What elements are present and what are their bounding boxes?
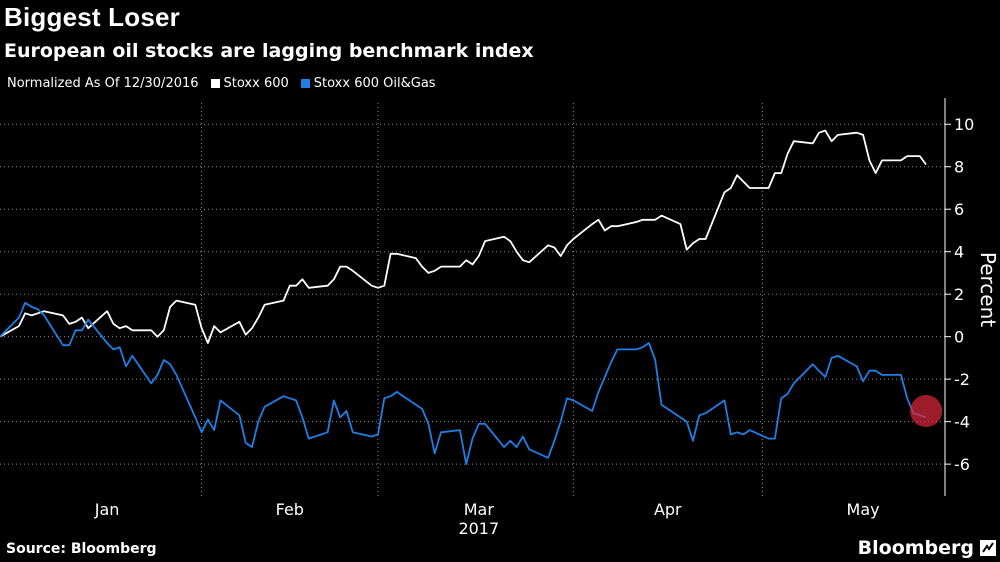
legend-swatch-oil-gas bbox=[300, 79, 310, 88]
legend-swatch-stoxx600 bbox=[210, 79, 220, 88]
y-tick-label: 2 bbox=[954, 285, 964, 304]
chart-title: Biggest Loser bbox=[4, 2, 180, 32]
brand-logo: Bloomberg bbox=[857, 537, 974, 559]
axes: -6 -4 -2 0 2 4 6 8 10 Percent Jan Feb Mar Apr May 2017 bbox=[94, 98, 1000, 538]
legend-entry-oil-gas: Stoxx 600 Oil&Gas bbox=[300, 76, 436, 91]
x-tick-label: Jan bbox=[94, 500, 120, 519]
y-tick-label: 8 bbox=[954, 158, 964, 177]
y-tick-label: 10 bbox=[954, 115, 974, 134]
series-line-oil-gas bbox=[0, 301, 927, 465]
legend-label-oil-gas: Stoxx 600 Oil&Gas bbox=[313, 76, 436, 91]
x-year-label: 2017 bbox=[458, 519, 499, 538]
x-tick-label: Apr bbox=[654, 500, 682, 519]
y-tick-label: -6 bbox=[954, 455, 970, 474]
bloomberg-terminal-icon bbox=[980, 540, 996, 556]
series-line-stoxx600 bbox=[0, 129, 927, 344]
y-tick-label: 0 bbox=[954, 328, 964, 347]
highlight-circle bbox=[910, 395, 943, 428]
y-axis-title: Percent bbox=[976, 252, 1000, 327]
chart-subtitle: European oil stocks are lagging benchmar… bbox=[4, 40, 534, 62]
y-tick-label: -2 bbox=[954, 370, 970, 389]
chart-highlights bbox=[910, 395, 943, 428]
series-lines bbox=[0, 129, 927, 465]
y-tick-label: 4 bbox=[954, 243, 964, 262]
y-tick-label: -4 bbox=[954, 413, 970, 432]
legend: Normalized As Of 12/30/2016 Stoxx 600 St… bbox=[7, 76, 448, 91]
legend-label-stoxx600: Stoxx 600 bbox=[223, 76, 289, 91]
x-tick-label: Feb bbox=[276, 500, 304, 519]
grid-lines bbox=[0, 103, 945, 496]
legend-entry-stoxx600: Stoxx 600 bbox=[210, 76, 289, 91]
x-tick-label: Mar bbox=[464, 500, 495, 519]
source-note: Source: Bloomberg bbox=[6, 541, 157, 557]
y-tick-label: 6 bbox=[954, 200, 964, 219]
x-tick-label: May bbox=[847, 500, 880, 519]
legend-note: Normalized As Of 12/30/2016 bbox=[7, 76, 199, 91]
